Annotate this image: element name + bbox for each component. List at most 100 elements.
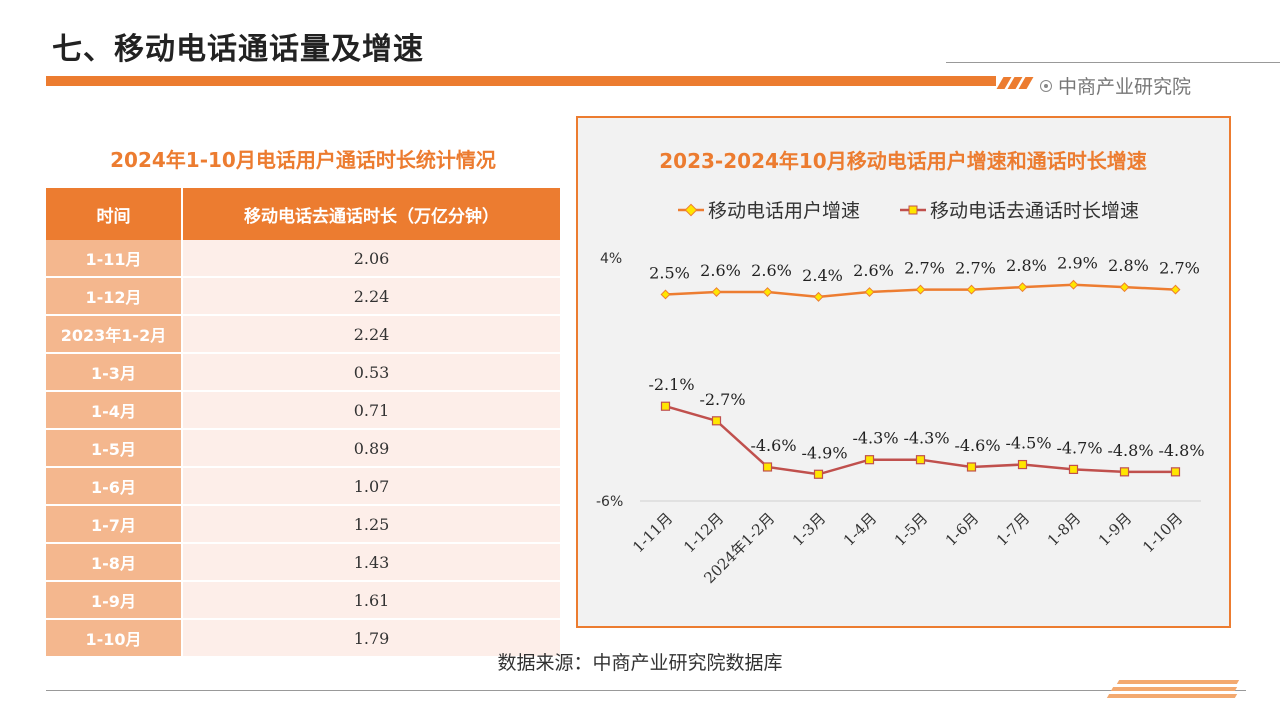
- data-label: 2.9%: [1057, 254, 1098, 273]
- data-label: -4.6%: [954, 436, 1000, 455]
- series2-point: [660, 401, 671, 411]
- table-row: 1-6月 1.07: [46, 467, 560, 506]
- row-value: 1.07: [182, 467, 560, 506]
- series2-point: [1119, 467, 1130, 477]
- row-value: 0.89: [182, 429, 560, 468]
- data-label: 2.7%: [955, 259, 996, 278]
- series1-point: [711, 287, 722, 297]
- series2-point: [864, 455, 875, 465]
- data-label: 2.7%: [1159, 259, 1200, 278]
- data-label: 2.4%: [802, 266, 843, 285]
- x-tick-label: 1-6月: [942, 509, 982, 549]
- series1-point: [1119, 282, 1130, 293]
- data-label: 2.7%: [904, 259, 945, 278]
- x-tick-label: 1-7月: [993, 509, 1033, 549]
- table-row: 2023年1-2月 2.24: [46, 315, 560, 354]
- data-label: -4.3%: [903, 429, 949, 448]
- x-tick-label: 1-10月: [1139, 509, 1186, 556]
- row-value: 0.71: [182, 391, 560, 430]
- data-label: 2.5%: [649, 263, 690, 282]
- call-duration-table: 时间 移动电话去通话时长（万亿分钟） 1-11月 2.06 1-12月 2.24 2…: [46, 188, 560, 658]
- series1-point: [1017, 282, 1028, 293]
- table-title: 2024年1-10月电话用户通话时长统计情况: [110, 148, 496, 172]
- row-period: 1-4月: [46, 391, 183, 430]
- series2-point: [915, 455, 926, 465]
- data-source: 数据来源：中商产业研究院数据库: [497, 652, 783, 674]
- footer-divider: [46, 690, 1246, 691]
- brand-dot-icon: [1040, 79, 1052, 92]
- legend-marker-1: [684, 203, 698, 217]
- data-label: 2.6%: [700, 261, 741, 280]
- x-tick-label: 1-4月: [840, 509, 880, 549]
- table-row: 1-8月 1.43: [46, 543, 560, 582]
- table-row: 1-12月 2.24: [46, 277, 560, 316]
- legend-label-2: 移动电话去通话时长增速: [930, 200, 1139, 222]
- series2-point: [762, 462, 773, 472]
- data-label: -4.7%: [1056, 438, 1102, 457]
- table-row: 1-10月 1.79: [46, 619, 560, 658]
- row-value: 2.06: [182, 240, 560, 278]
- row-value: 1.43: [182, 543, 560, 582]
- row-period: 1-8月: [46, 543, 183, 582]
- x-tick-label: 1-5月: [891, 509, 931, 549]
- series1-point: [813, 291, 824, 302]
- row-period: 1-7月: [46, 505, 183, 544]
- data-label: 2.6%: [751, 261, 792, 280]
- series2-point: [1068, 464, 1079, 475]
- row-period: 2023年1-2月: [46, 315, 183, 354]
- footer-stripes-icon: [1106, 680, 1240, 701]
- legend-label-1: 移动电话用户增速: [708, 200, 860, 222]
- data-label: -2.7%: [699, 390, 745, 409]
- data-label: -4.8%: [1158, 441, 1204, 460]
- data-label: -4.5%: [1005, 434, 1051, 453]
- row-value: 1.79: [182, 619, 560, 658]
- series1-point: [915, 284, 926, 295]
- row-value: 2.24: [182, 277, 560, 316]
- header-divider: [946, 62, 1280, 63]
- brand-logo: 中商产业研究院: [1040, 72, 1191, 99]
- row-period: 1-6月: [46, 467, 183, 506]
- series1-point: [1068, 279, 1079, 290]
- row-period: 1-5月: [46, 429, 183, 468]
- row-period: 1-9月: [46, 581, 183, 620]
- row-period: 1-3月: [46, 353, 183, 392]
- title-underline: [46, 76, 996, 86]
- y-tick-label: -6%: [596, 494, 623, 510]
- row-period: 1-10月: [46, 619, 183, 658]
- series1-point: [660, 289, 671, 300]
- table-row: 1-5月 0.89: [46, 429, 560, 468]
- series2-point: [966, 462, 977, 472]
- data-label: -4.6%: [750, 436, 796, 455]
- x-tick-label: 1-8月: [1044, 509, 1084, 549]
- data-label: -4.8%: [1107, 441, 1153, 460]
- page-title: 七、移动电话通话量及增速: [52, 32, 424, 67]
- header-time: 时间: [46, 188, 183, 240]
- chart-title: 2023-2024年10月移动电话用户增速和通话时长增速: [659, 149, 1146, 173]
- row-value: 0.53: [182, 353, 560, 392]
- data-label: -2.1%: [648, 375, 694, 394]
- data-label: 2.8%: [1006, 256, 1047, 275]
- row-period: 1-11月: [46, 240, 183, 278]
- table-row: 1-3月 0.53: [46, 353, 560, 392]
- data-label: 2.6%: [853, 261, 894, 280]
- row-value: 1.61: [182, 581, 560, 620]
- row-period: 1-12月: [46, 277, 183, 316]
- brand-name: 中商产业研究院: [1058, 76, 1192, 98]
- brand-stripes-icon: [996, 74, 1034, 93]
- row-value: 1.25: [182, 505, 560, 544]
- series2-point: [1017, 459, 1028, 470]
- data-label: 2.8%: [1108, 256, 1149, 275]
- x-tick-label: 1-12月: [680, 509, 727, 556]
- legend-marker-2: [908, 205, 918, 215]
- table-row: 1-4月 0.71: [46, 391, 560, 430]
- data-label: -4.9%: [801, 443, 847, 462]
- series1-point: [966, 284, 977, 295]
- series1-point: [864, 287, 875, 297]
- series2-point: [1170, 467, 1181, 477]
- series1-point: [1170, 284, 1181, 295]
- table-row: 1-11月 2.06: [46, 240, 560, 278]
- x-tick-label: 1-9月: [1095, 509, 1135, 549]
- y-tick-label: 4%: [600, 251, 622, 267]
- x-tick-label: 1-11月: [629, 509, 676, 556]
